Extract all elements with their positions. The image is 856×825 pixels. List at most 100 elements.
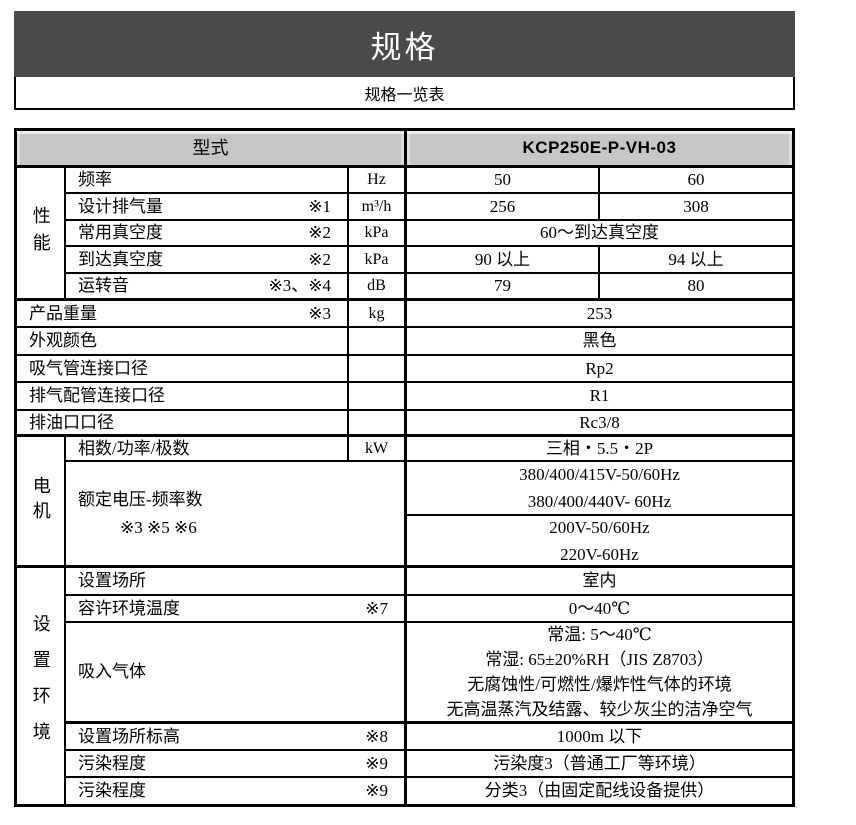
row-working-vacuum-unit: kPa	[349, 221, 407, 247]
group-performance: 性能	[17, 168, 66, 301]
row-displacement-label: 设计排气量 ※1	[66, 194, 349, 221]
row-color-unit	[349, 328, 407, 356]
row-rated-voltage-value-b: 200V-50/60Hz 220V-60Hz	[407, 516, 792, 568]
label-text: 到达真空度	[78, 249, 163, 269]
row-rated-voltage-value-a: 380/400/415V-50/60Hz 380/400/440V- 60Hz	[407, 462, 792, 516]
row-frequency-value-50hz: 50	[407, 168, 600, 194]
label-remark: ※2	[308, 249, 331, 269]
row-frequency-label: 频率	[66, 168, 349, 194]
model-value: KCP250E-P-VH-03	[522, 138, 677, 158]
row-weight-value: 253	[407, 301, 792, 328]
row-altitude-label: 设置场所标高 ※8	[66, 724, 407, 751]
row-discharge-port-unit	[349, 383, 407, 411]
header-model-value-cell: KCP250E-P-VH-03	[407, 131, 792, 168]
label-remark: ※1	[308, 196, 331, 216]
row-suction-port-value: Rp2	[407, 356, 792, 383]
row-noise-value-50hz: 79	[407, 274, 600, 301]
row-frequency-unit: Hz	[349, 168, 407, 194]
row-discharge-port-label: 排气配管连接口径	[17, 383, 349, 411]
header-model-label-cell: 型式	[17, 131, 407, 168]
label-text: 吸气管连接口径	[29, 358, 148, 378]
label-text: 吸入气体	[78, 662, 146, 682]
row-discharge-port-value: R1	[407, 383, 792, 411]
label-remark: ※3 ※5 ※6	[120, 517, 197, 537]
row-ultimate-vacuum-value-50hz: 90 以上	[407, 247, 600, 274]
row-ambient-temp-label: 容许环境温度 ※7	[66, 596, 407, 623]
label-text: 相数/功率/极数	[78, 438, 190, 458]
label-remark: ※2	[308, 223, 331, 243]
label-text: 排气配管连接口径	[29, 386, 165, 406]
row-oil-drain-port-label: 排油口口径	[17, 411, 349, 437]
group-motor: 电机	[17, 437, 66, 568]
row-ultimate-vacuum-unit: kPa	[349, 247, 407, 274]
row-ultimate-vacuum-value-60hz: 94 以上	[600, 247, 792, 274]
row-working-vacuum-value: 60～到达真空度	[407, 221, 792, 247]
label-text: 污染程度	[78, 753, 146, 773]
row-phase-power-pole-label: 相数/功率/极数	[66, 437, 349, 462]
row-altitude-value: 1000m 以下	[407, 724, 792, 751]
row-frequency-value-60hz: 60	[600, 168, 792, 194]
label-text: 容许环境温度	[78, 598, 180, 618]
label-text: 运转音	[78, 276, 129, 296]
intake-gas-line: 无腐蚀性/可燃性/爆炸性气体的环境	[467, 675, 732, 694]
voltage-line: 200V-50/60Hz	[549, 517, 650, 537]
row-weight-unit: kg	[349, 301, 407, 328]
page-subtitle: 规格一览表	[364, 86, 445, 104]
row-phase-power-pole-unit: kW	[349, 437, 407, 462]
row-noise-value-60hz: 80	[600, 274, 792, 301]
voltage-line: 220V-60Hz	[560, 544, 639, 564]
label-text: 额定电压-频率数	[78, 489, 203, 509]
label-text: 常用真空度	[78, 223, 163, 243]
row-weight-label: 产品重量 ※3	[17, 301, 349, 328]
title-bar: 规格	[14, 11, 795, 77]
row-location-value: 室内	[407, 568, 792, 596]
page-title: 规格	[370, 29, 439, 65]
label-remark: ※3	[308, 303, 331, 323]
label-remark: ※3、※4	[268, 276, 332, 296]
row-displacement-unit: m³/h	[349, 194, 407, 221]
row-color-value: 黑色	[407, 328, 792, 356]
spec-table: 型式 KCP250E-P-VH-03 性能 频率 Hz 50 60 设计排气量 …	[14, 128, 795, 807]
label-remark: ※9	[365, 753, 388, 773]
row-oil-drain-port-value: Rc3/8	[407, 411, 792, 437]
row-pollution1-label: 污染程度 ※9	[66, 751, 407, 778]
label-text: 设置场所标高	[78, 726, 180, 746]
label-text: 外观颜色	[29, 331, 97, 351]
intake-gas-line: 无高温蒸汽及结露、较少灰尘的洁净空气	[446, 700, 753, 719]
row-displacement-value-50hz: 256	[407, 194, 600, 221]
row-pollution2-value: 分类3（由固定配线设备提供）	[484, 781, 715, 801]
label-text: 污染程度	[78, 781, 146, 801]
row-pollution1-value: 污染度3（普通工厂等环境）	[407, 751, 792, 778]
model-label: 型式	[192, 137, 229, 158]
label-text: 频率	[78, 170, 112, 190]
row-pollution2-label: 污染程度 ※9	[66, 778, 407, 804]
label-remark: ※9	[365, 781, 388, 801]
row-intake-gas-label: 吸入气体	[66, 623, 407, 724]
row-noise-unit: dB	[349, 274, 407, 301]
group-environment: 设置环境	[17, 568, 66, 804]
row-oil-drain-port-unit	[349, 411, 407, 437]
intake-gas-line: 常湿: 65±20%RH（JIS Z8703）	[485, 650, 714, 669]
row-noise-label: 运转音 ※3、※4	[66, 274, 349, 301]
label-text: 设置场所	[78, 571, 146, 591]
intake-gas-line: 常温: 5～40℃	[547, 625, 652, 644]
label-text: 设计排气量	[78, 196, 163, 216]
row-ultimate-vacuum-label: 到达真空度 ※2	[66, 247, 349, 274]
label-remark: ※8	[365, 726, 388, 746]
row-color-label: 外观颜色	[17, 328, 349, 356]
subtitle-box: 规格一览表	[14, 77, 795, 110]
row-suction-port-unit	[349, 356, 407, 383]
label-remark: ※7	[365, 598, 388, 618]
row-location-label: 设置场所	[66, 568, 407, 596]
row-intake-gas-value: 常温: 5～40℃ 常湿: 65±20%RH（JIS Z8703） 无腐蚀性/可…	[407, 623, 792, 724]
voltage-line: 380/400/440V- 60Hz	[527, 492, 672, 511]
row-ambient-temp-value: 0～40℃	[407, 596, 792, 623]
label-text: 排油口口径	[29, 412, 114, 432]
row-suction-port-label: 吸气管连接口径	[17, 356, 349, 383]
row-displacement-value-60hz: 308	[600, 194, 792, 221]
row-working-vacuum-label: 常用真空度 ※2	[66, 221, 349, 247]
voltage-line: 380/400/415V-50/60Hz	[519, 465, 680, 484]
label-text: 产品重量	[29, 303, 97, 323]
row-phase-power-pole-value: 三相・5.5・2P	[407, 437, 792, 462]
row-rated-voltage-label: 额定电压-频率数 ※3 ※5 ※6	[66, 462, 407, 568]
